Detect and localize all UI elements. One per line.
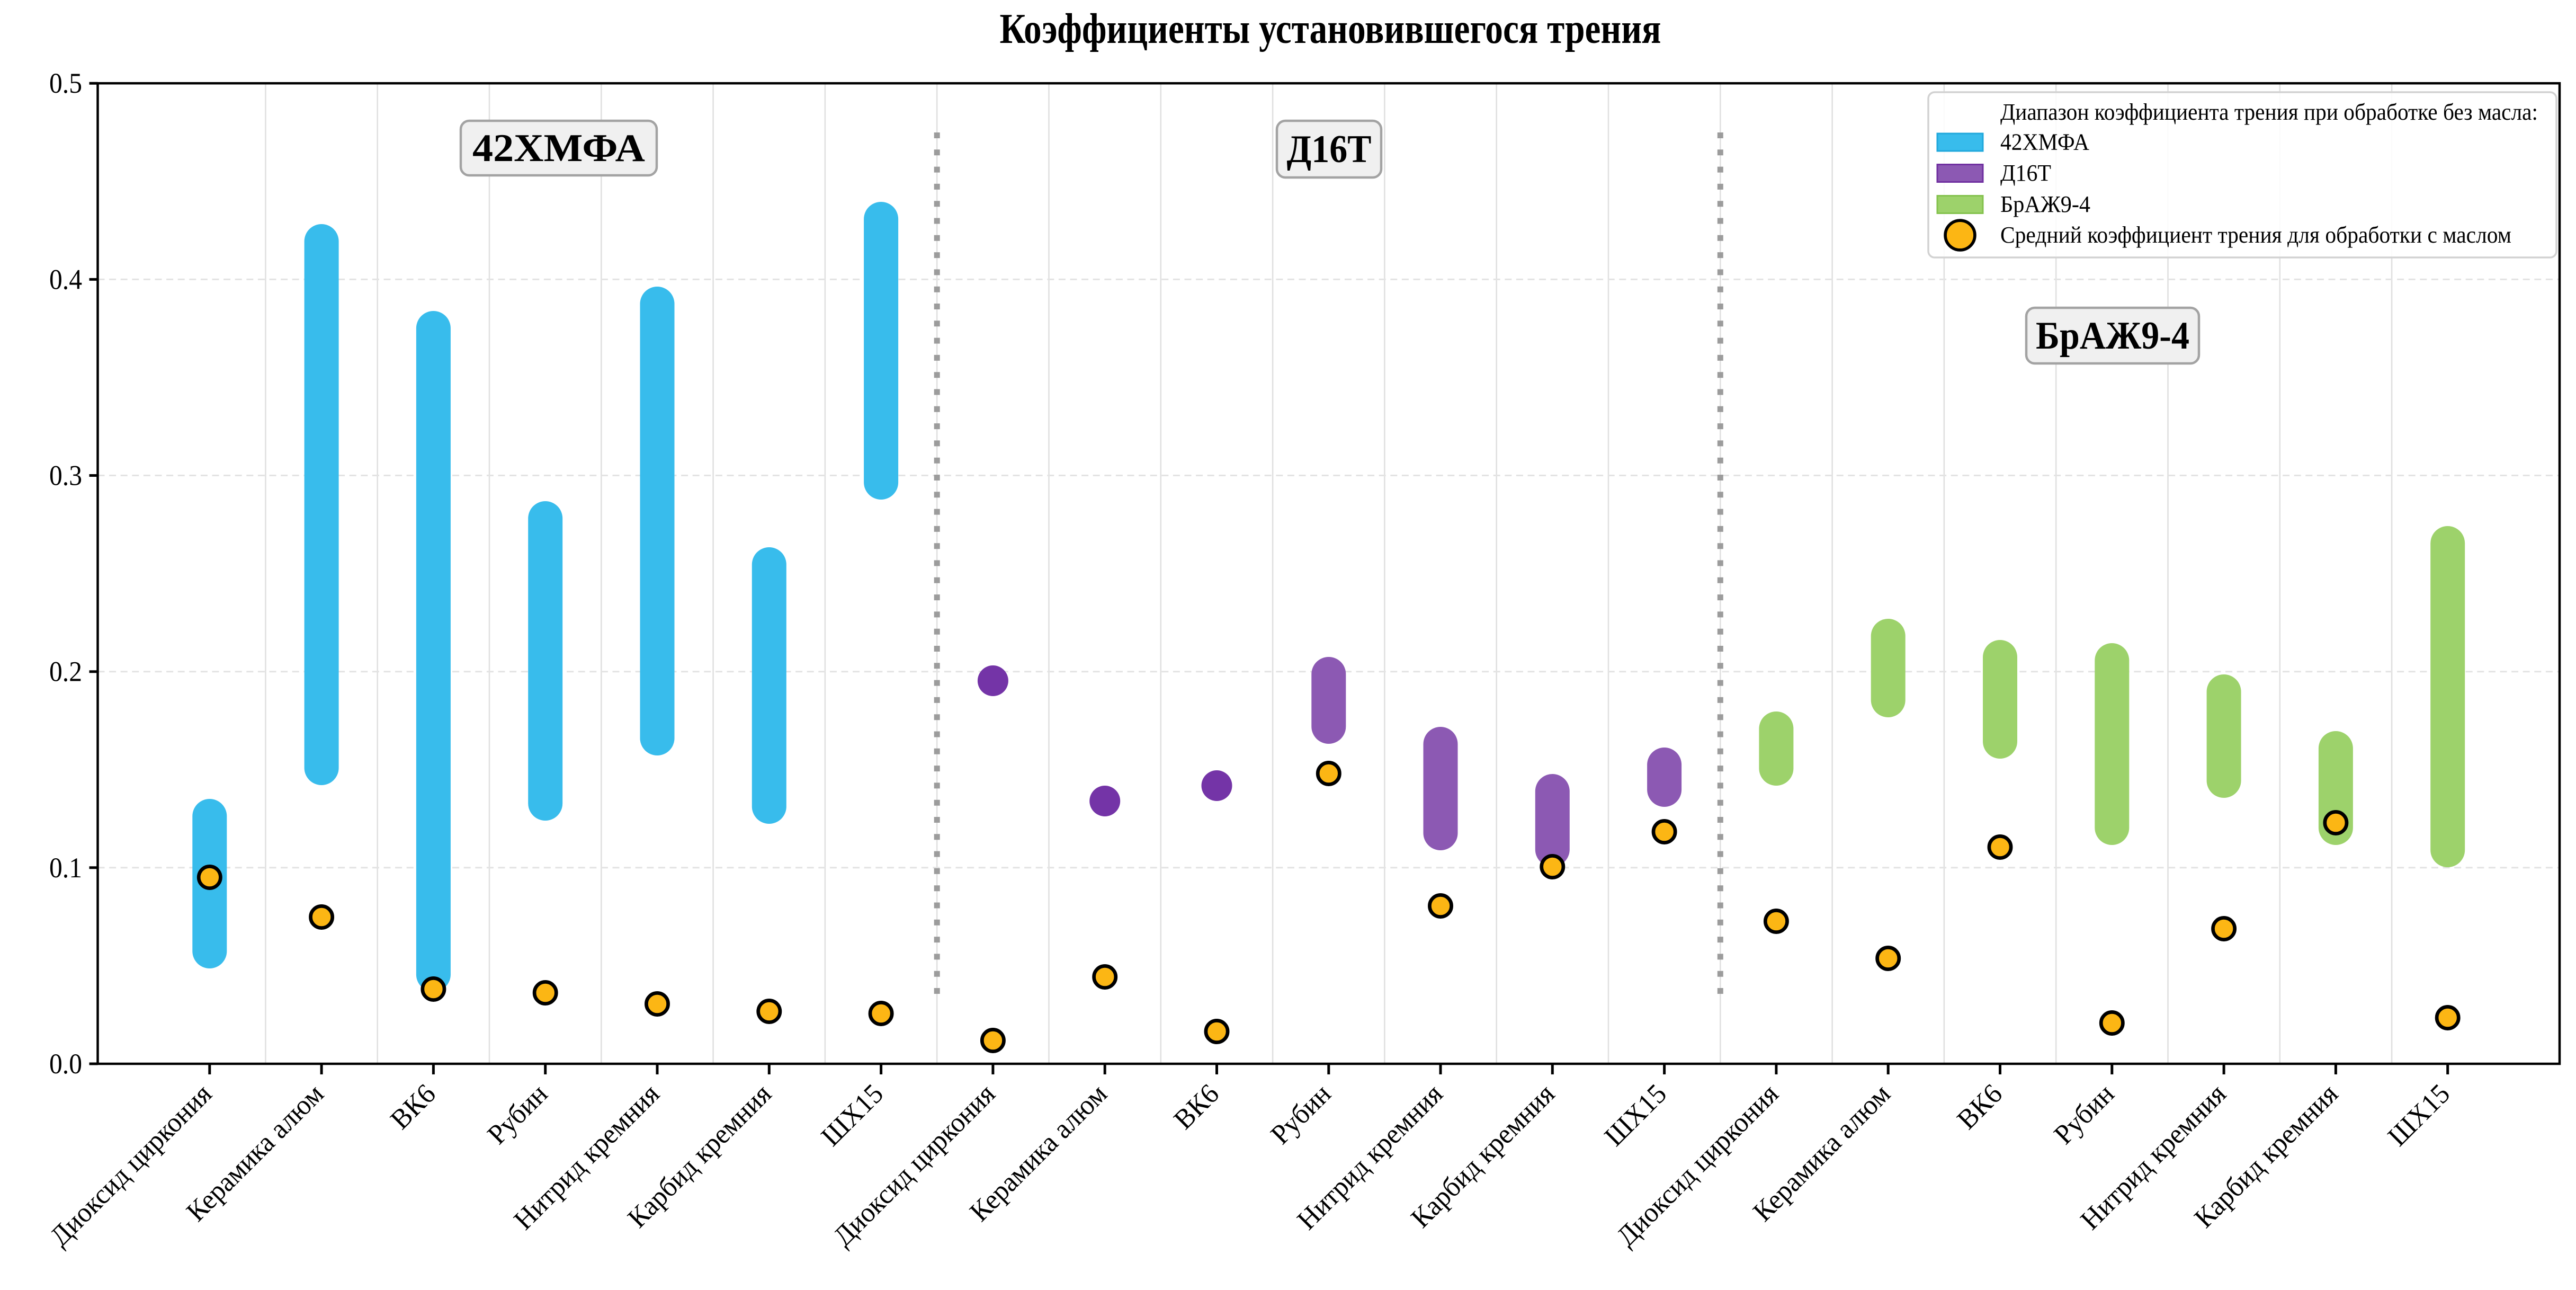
svg-text:Диапазон коэффициента трения п: Диапазон коэффициента трения при обработ… — [2000, 99, 2538, 125]
svg-text:0.0: 0.0 — [49, 1048, 82, 1080]
svg-text:42ХМФА: 42ХМФА — [2000, 129, 2089, 155]
svg-text:0.4: 0.4 — [49, 263, 82, 295]
svg-text:0.5: 0.5 — [49, 67, 82, 99]
svg-text:42ХМФА: 42ХМФА — [472, 127, 645, 170]
svg-text:Средний коэффициент трения для: Средний коэффициент трения для обработки… — [2000, 222, 2511, 248]
svg-text:0.1: 0.1 — [49, 852, 82, 884]
svg-text:Коэффициенты установившегося т: Коэффициенты установившегося трения — [1000, 6, 1661, 52]
svg-text:БрАЖ9-4: БрАЖ9-4 — [2000, 191, 2090, 217]
svg-text:БрАЖ9-4: БрАЖ9-4 — [2036, 314, 2189, 358]
svg-text:0.2: 0.2 — [49, 656, 82, 688]
svg-text:Д16Т: Д16Т — [1287, 128, 1372, 171]
svg-text:Д16Т: Д16Т — [2000, 160, 2051, 186]
svg-text:0.3: 0.3 — [49, 460, 82, 492]
